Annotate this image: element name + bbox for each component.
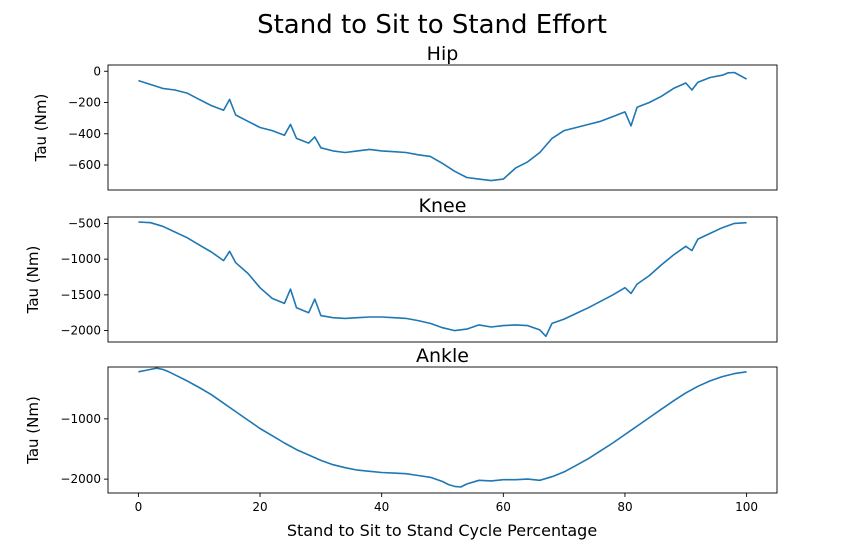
x-axis-label: Stand to Sit to Stand Cycle Percentage <box>287 521 597 540</box>
hip-ytick-label: 0 <box>93 64 101 78</box>
ankle-panel: Ankle −1000 −2000 0 20 40 60 80 100 Tau (Nm) <box>24 345 778 514</box>
hip-ylabel: Tau (Nm) <box>32 94 50 163</box>
ankle-ytick-label: −2000 <box>60 472 101 486</box>
knee-panel: Knee −500 −1000 −1500 −2000 Tau (Nm) <box>24 195 778 343</box>
knee-series-line <box>138 221 747 338</box>
hip-ytick-label: −600 <box>68 158 101 172</box>
knee-ylabel: Tau (Nm) <box>24 246 42 315</box>
hip-series-line <box>138 71 747 182</box>
knee-ytick-label: −500 <box>68 216 101 230</box>
ankle-xtick-label: 100 <box>735 500 758 514</box>
ankle-xtick-label: 40 <box>374 500 389 514</box>
ankle-xtick-label: 20 <box>252 500 267 514</box>
knee-axes-frame <box>107 216 778 343</box>
ankle-xtick-label: 0 <box>135 500 143 514</box>
subplots: Hip 0 −200 −400 −600 Tau (Nm) Knee −500 −1000 −15… <box>24 43 778 514</box>
ankle-ylabel: Tau (Nm) <box>24 396 42 465</box>
ankle-axes-frame <box>107 366 778 494</box>
hip-ytick-label: −200 <box>68 96 101 110</box>
ankle-xtick-label: 60 <box>496 500 511 514</box>
ankle-title: Ankle <box>416 345 469 367</box>
figure-title: Stand to Sit to Stand Effort <box>257 10 607 40</box>
ankle-xtick-label: 80 <box>617 500 632 514</box>
knee-title: Knee <box>419 195 467 217</box>
hip-title: Hip <box>427 43 459 65</box>
hip-panel: Hip 0 −200 −400 −600 Tau (Nm) <box>32 43 778 191</box>
hip-ytick-label: −400 <box>68 127 101 141</box>
ankle-series-line <box>138 367 747 488</box>
knee-ytick-label: −1000 <box>60 252 101 266</box>
knee-ytick-label: −1500 <box>60 288 101 302</box>
ankle-ytick-label: −1000 <box>60 412 101 426</box>
knee-ytick-label: −2000 <box>60 324 101 338</box>
hip-axes-frame <box>107 64 778 191</box>
